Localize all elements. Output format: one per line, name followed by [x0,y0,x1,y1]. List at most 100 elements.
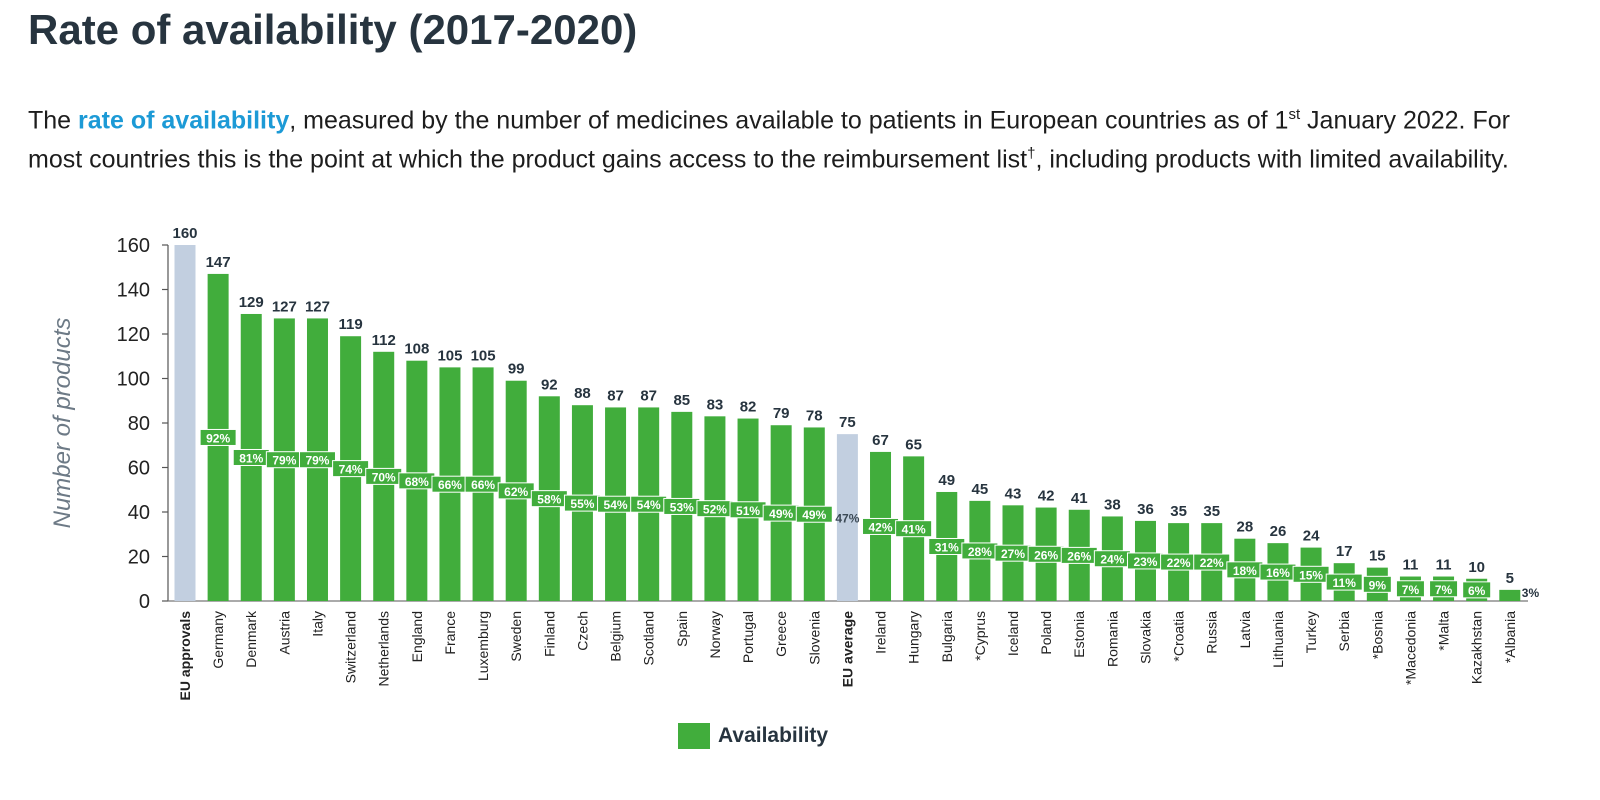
category-label: Turkey [1303,611,1319,653]
category-label: England [409,611,425,662]
percent-label: 51% [736,504,760,518]
value-label: 15 [1369,548,1386,565]
percent-label: 62% [504,485,528,499]
percent-label: 6% [1468,584,1486,598]
category-label: Italy [309,611,325,637]
bar [836,434,858,601]
category-label: Latvia [1237,611,1253,649]
percent-label: 55% [570,497,594,511]
value-label: 10 [1468,559,1485,576]
chart-subtitle: The rate of availability, measured by th… [28,98,1568,177]
percent-label-box [1325,573,1363,591]
percent-label: 28% [968,545,992,559]
y-tick-label: 120 [117,324,150,346]
value-label: 49 [938,472,955,489]
value-label: 41 [1071,490,1088,507]
value-label: 65 [905,436,922,453]
value-label: 83 [707,396,724,413]
value-label: 5 [1506,570,1514,587]
subtitle-text: , including products with limited availa… [1035,145,1509,174]
percent-label: 7% [1402,583,1420,597]
subtitle-text: January 2022. For most countries this is… [28,106,1510,174]
category-label: Sweden [508,611,524,662]
value-label: 147 [206,254,231,271]
value-label: 38 [1104,496,1121,513]
value-label: 35 [1203,503,1220,520]
category-label: Slovenia [806,611,822,665]
value-label: 67 [872,432,889,449]
y-tick-label: 0 [139,591,150,613]
percent-label: 24% [1100,553,1124,567]
value-label: 87 [607,387,624,404]
category-label: Russia [1204,611,1220,654]
percent-label: 52% [703,503,727,517]
percent-label: 92% [206,431,230,445]
category-label: Romania [1104,611,1120,667]
value-label: 129 [239,294,264,311]
category-label: Serbia [1336,611,1352,652]
category-label: Hungary [906,611,922,664]
percent-label: 58% [537,493,561,507]
value-label: 36 [1137,501,1154,518]
percent-label: 49% [802,508,826,522]
y-tick-label: 100 [117,369,150,391]
value-label: 112 [372,332,396,349]
percent-label: 18% [1233,564,1257,578]
category-label: Finland [541,611,557,657]
percent-label: 22% [1167,556,1191,570]
subtitle-highlight: rate of availability [78,106,290,135]
category-label: *Macedonia [1402,611,1418,685]
category-label: EU approvals [177,611,193,701]
percent-label-box [1429,580,1459,598]
value-label: 42 [1038,488,1055,505]
category-label: Lithuania [1270,611,1286,668]
category-label: Switzerland [343,611,359,683]
value-label: 43 [1005,485,1022,502]
value-label: 160 [172,225,197,242]
category-label: *Malta [1436,611,1452,651]
percent-label: 9% [1369,578,1387,592]
percent-label-box [1462,581,1492,599]
value-label: 85 [673,392,690,409]
value-label: 108 [404,341,429,358]
percent-label: 47% [835,512,859,526]
category-label: Belgium [608,611,624,662]
bar [174,245,196,601]
percent-label-box [895,520,933,538]
value-label: 79 [773,405,790,422]
percent-label: 70% [372,470,396,484]
category-label: Ireland [873,611,889,654]
value-label: 92 [541,376,558,393]
value-label: 87 [640,387,657,404]
category-label: Germany [210,611,226,669]
category-label: *Croatia [1171,611,1187,662]
category-label: Scotland [641,611,657,665]
percent-label: 16% [1266,566,1290,580]
category-label: Bulgaria [939,611,955,663]
percent-label: 26% [1034,548,1058,562]
y-tick-label: 20 [128,547,150,569]
percent-label: 27% [1001,547,1025,561]
percent-label: 15% [1299,568,1323,582]
category-label: Iceland [1005,611,1021,656]
percent-label: 42% [869,520,893,534]
value-label: 11 [1436,557,1452,574]
legend-swatch-availability [678,723,710,749]
value-label: 127 [305,298,330,315]
category-label: *Cyprus [972,611,988,661]
value-label: 119 [338,316,362,333]
subtitle-text: The [28,106,79,135]
category-label: EU average [839,611,855,687]
value-label: 45 [972,481,989,498]
value-label: 35 [1170,503,1187,520]
legend-label: Availability [718,724,829,747]
category-label: Slovakia [1137,611,1153,664]
category-label: Denmark [243,610,259,668]
subtitle-dagger: † [1027,145,1036,163]
percent-label: 26% [1067,549,1091,563]
percent-label: 49% [769,507,793,521]
category-label: Spain [674,611,690,647]
y-tick-label: 80 [128,413,150,435]
value-label: 11 [1403,557,1419,574]
value-label: 99 [508,361,525,378]
